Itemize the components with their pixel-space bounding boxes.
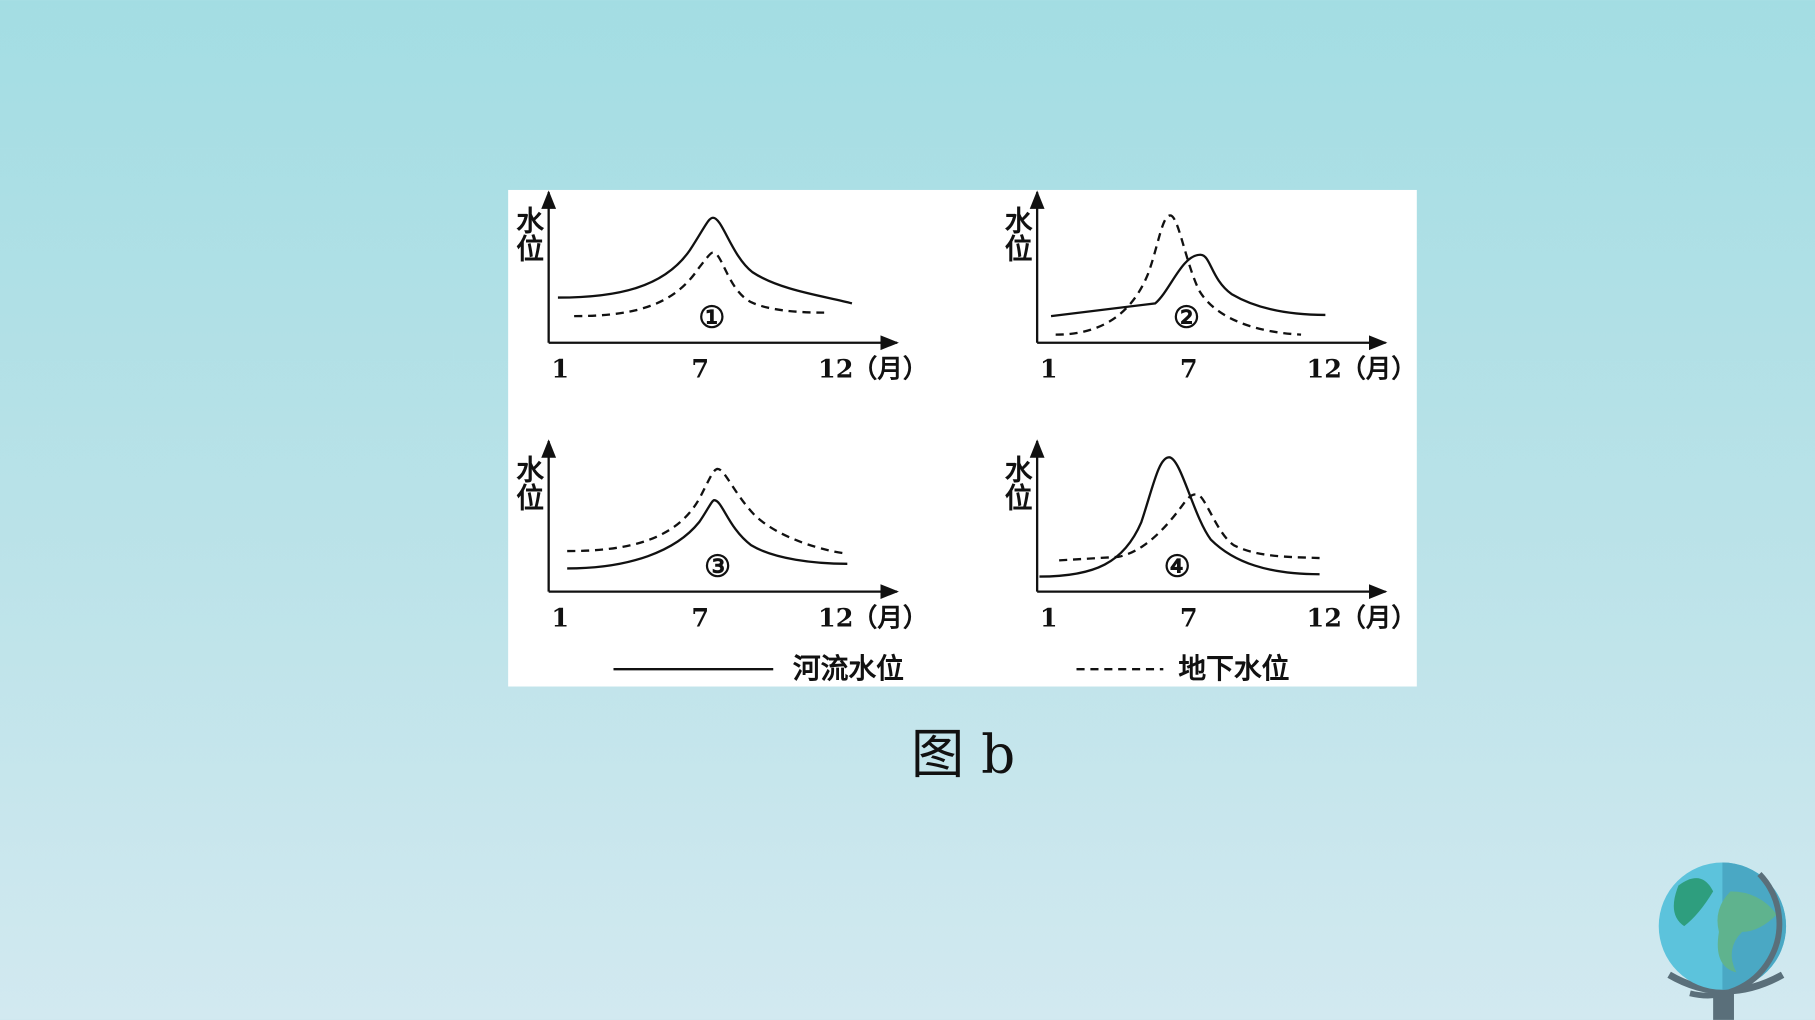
groundwater-curve bbox=[567, 467, 846, 555]
panel-marker: ② bbox=[1173, 301, 1200, 336]
x-tick-label: 12 bbox=[1306, 355, 1341, 385]
panel-marker: ① bbox=[698, 301, 725, 336]
x-tick-label: 7 bbox=[691, 603, 709, 633]
panel-marker: ④ bbox=[1164, 549, 1191, 584]
groundwater-curve bbox=[1055, 214, 1302, 336]
groundwater-curve bbox=[1059, 493, 1320, 562]
river-level-curve bbox=[557, 216, 853, 305]
x-tick-label: 1 bbox=[1040, 603, 1058, 633]
globe-icon bbox=[1658, 862, 1787, 1020]
y-axis-label: 水位 bbox=[512, 455, 545, 511]
x-unit: （月） bbox=[852, 355, 928, 385]
legend-label: 地下水位 bbox=[1178, 652, 1289, 685]
x-tick-label: 7 bbox=[1180, 603, 1198, 633]
y-axis-label: 水位 bbox=[1001, 206, 1034, 262]
x-tick-label: 1 bbox=[1040, 355, 1058, 385]
x-tick-label: 12 bbox=[1306, 603, 1341, 633]
panel: 水位 1 7 12（月） ② bbox=[1001, 190, 1417, 385]
x-tick-label: 12 bbox=[818, 355, 853, 385]
river-level-curve bbox=[1050, 253, 1326, 318]
panel: 水位 1 7 12（月） ③ bbox=[512, 439, 928, 633]
x-tick-label: 12 bbox=[818, 603, 853, 633]
caption: 图 b bbox=[911, 723, 1015, 785]
river-level-curve bbox=[567, 499, 848, 570]
x-unit: （月） bbox=[1340, 603, 1416, 633]
x-tick-label: 7 bbox=[1180, 355, 1198, 385]
x-tick-label: 1 bbox=[551, 603, 569, 633]
y-axis-label: 水位 bbox=[512, 206, 545, 262]
x-unit: （月） bbox=[1340, 355, 1416, 385]
groundwater-curve bbox=[574, 251, 825, 318]
panel-marker: ③ bbox=[704, 549, 731, 584]
figure-box bbox=[508, 189, 1417, 687]
legend-label: 河流水位 bbox=[793, 652, 904, 685]
panel: 水位 1 7 12（月） ④ bbox=[1001, 439, 1417, 633]
x-tick-label: 7 bbox=[691, 355, 709, 385]
y-axis-label: 水位 bbox=[1001, 455, 1034, 511]
x-tick-label: 1 bbox=[551, 355, 569, 385]
panel: 水位 1 7 12（月） ① bbox=[512, 190, 928, 385]
x-unit: （月） bbox=[852, 603, 928, 633]
